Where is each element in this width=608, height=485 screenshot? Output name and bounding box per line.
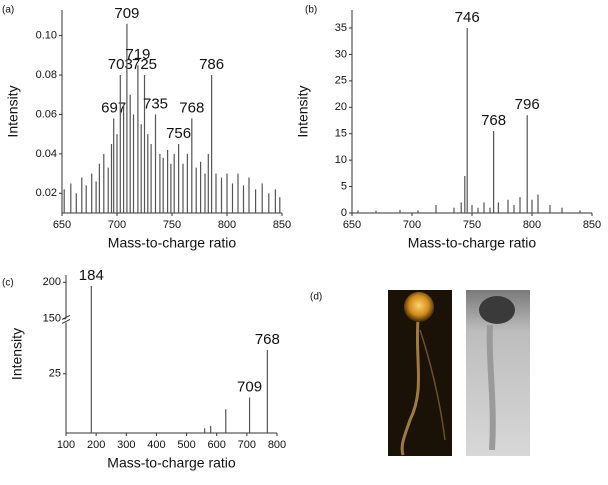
ms-image-blob xyxy=(479,296,515,324)
peak-label: 796 xyxy=(515,96,540,113)
optical-strand xyxy=(419,329,446,441)
y-tick-label: 0 xyxy=(341,207,347,219)
y-tick-label: 200 xyxy=(43,276,61,288)
y-tick-label: 15 xyxy=(335,128,347,140)
y-axis-title: Intensity xyxy=(295,85,311,137)
y-tick-label: 35 xyxy=(335,22,347,34)
axis-break-mark xyxy=(61,318,71,324)
peak-label: 768 xyxy=(179,99,204,116)
x-axis-title: Mass-to-charge ratio xyxy=(108,235,237,251)
x-tick-label: 800 xyxy=(523,219,541,231)
y-tick-label: 150 xyxy=(43,313,61,325)
x-axis-title: Mass-to-charge ratio xyxy=(408,235,537,251)
y-tick-label: 0.08 xyxy=(36,69,57,81)
x-tick-label: 650 xyxy=(343,219,361,231)
x-tick-label: 300 xyxy=(117,439,135,451)
x-tick-label: 850 xyxy=(583,219,601,231)
x-tick-label: 750 xyxy=(163,219,181,231)
peak-label: 756 xyxy=(166,125,191,142)
x-tick-label: 750 xyxy=(463,219,481,231)
peak-label: 709 xyxy=(237,378,262,395)
y-tick-label: 25 xyxy=(335,75,347,87)
x-tick-label: 800 xyxy=(218,219,236,231)
peak-label: 768 xyxy=(255,331,280,348)
x-tick-label: 850 xyxy=(273,219,291,231)
peak-label: 786 xyxy=(199,56,224,73)
ms-image-strand xyxy=(486,324,496,451)
panel-label: (c) xyxy=(2,278,14,289)
y-tick-label: 20 xyxy=(335,101,347,113)
x-tick-label: 500 xyxy=(177,439,195,451)
y-tick-label: 10 xyxy=(335,154,347,166)
y-tick-label: 0.02 xyxy=(36,187,57,199)
peak-label: 746 xyxy=(455,9,480,26)
x-tick-label: 700 xyxy=(403,219,421,231)
panel-label: (b) xyxy=(305,5,317,16)
panel-label: (d) xyxy=(310,292,322,303)
x-tick-label: 700 xyxy=(108,219,126,231)
peak-label: 709 xyxy=(114,5,139,22)
y-tick-label: 0.04 xyxy=(36,148,57,160)
x-axis-title: Mass-to-charge ratio xyxy=(107,455,236,471)
x-tick-label: 800 xyxy=(268,439,286,451)
y-tick-label: 25 xyxy=(49,368,61,380)
y-tick-label: 0.10 xyxy=(36,30,57,42)
y-axis-title: Intensity xyxy=(5,85,21,137)
y-tick-label: 5 xyxy=(341,180,347,192)
peak-label: 735 xyxy=(143,95,168,112)
peak-label: 725 xyxy=(132,56,157,73)
y-tick-label: 30 xyxy=(335,48,347,60)
optical-strand xyxy=(400,319,421,456)
peak-label: 697 xyxy=(101,99,126,116)
x-tick-label: 600 xyxy=(208,439,226,451)
x-tick-label: 400 xyxy=(147,439,165,451)
x-tick-label: 700 xyxy=(238,439,256,451)
x-tick-label: 650 xyxy=(53,219,71,231)
x-tick-label: 100 xyxy=(57,439,75,451)
optical-blob xyxy=(404,292,434,322)
panel-label: (a) xyxy=(2,5,14,16)
x-tick-label: 200 xyxy=(87,439,105,451)
panel-d-images xyxy=(388,290,530,456)
axis-break xyxy=(62,318,70,323)
peak-label: 768 xyxy=(481,112,506,129)
y-axis-title: Intensity xyxy=(9,328,25,380)
peak-label: 719 xyxy=(125,46,150,63)
y-tick-label: 0.06 xyxy=(36,108,57,120)
peak-label: 184 xyxy=(79,267,104,284)
